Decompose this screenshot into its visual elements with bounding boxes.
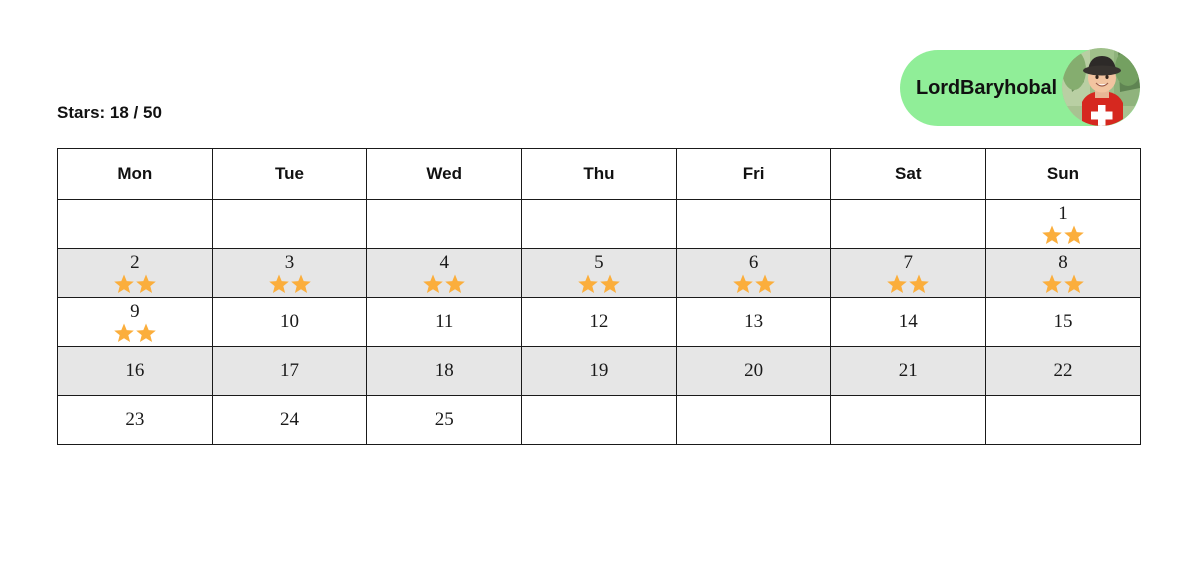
day-number: 15	[1053, 311, 1073, 333]
star-rating	[113, 273, 157, 294]
star-rating	[113, 322, 157, 343]
day-header-sat: Sat	[830, 148, 987, 200]
day-header-sun: Sun	[985, 148, 1141, 200]
day-number: 21	[898, 360, 918, 382]
calendar-day-9[interactable]: 9	[57, 297, 213, 347]
day-number: 25	[434, 409, 454, 431]
day-number: 13	[744, 311, 764, 333]
day-number: 18	[434, 360, 454, 382]
calendar-day-empty	[830, 395, 987, 445]
calendar-day-10[interactable]: 10	[211, 297, 368, 347]
calendar-day-17[interactable]: 17	[211, 346, 368, 396]
day-number: 19	[589, 360, 609, 382]
calendar-day-7[interactable]: 7	[830, 248, 987, 298]
calendar-day-empty	[521, 395, 677, 445]
day-number: 20	[744, 360, 764, 382]
calendar-day-20[interactable]: 20	[675, 346, 832, 396]
calendar-day-23[interactable]: 23	[57, 395, 213, 445]
calendar-header-row: Mon Tue Wed Thu Fri Sat Sun	[57, 148, 1141, 200]
calendar-week-row: 9 10 11 12 13 14 15	[57, 297, 1141, 347]
day-header-tue: Tue	[211, 148, 368, 200]
calendar-day-12[interactable]: 12	[521, 297, 677, 347]
day-number: 16	[125, 360, 145, 382]
star-rating	[268, 273, 312, 294]
day-number: 22	[1053, 360, 1073, 382]
calendar-week-row: 16 17 18 19 20 21 22	[57, 346, 1141, 396]
stars-counter: Stars: 18 / 50	[57, 103, 162, 122]
day-number: 1	[1058, 202, 1068, 224]
calendar-day-22[interactable]: 22	[985, 346, 1141, 396]
calendar-day-15[interactable]: 15	[985, 297, 1141, 347]
day-number: 17	[280, 360, 300, 382]
calendar-day-25[interactable]: 25	[366, 395, 523, 445]
day-number: 23	[125, 409, 145, 431]
day-number: 9	[130, 300, 140, 322]
calendar-day-empty	[830, 199, 987, 249]
calendar-day-11[interactable]: 11	[366, 297, 523, 347]
calendar-day-19[interactable]: 19	[521, 346, 677, 396]
calendar-day-8[interactable]: 8	[985, 248, 1141, 298]
username-label: LordBaryhobal	[916, 76, 1057, 99]
calendar-day-5[interactable]: 5	[521, 248, 677, 298]
day-number: 8	[1058, 251, 1068, 273]
day-number: 3	[284, 251, 295, 273]
day-header-fri: Fri	[675, 148, 832, 200]
calendar-week-row: 2 3 4 5 6 7 8	[57, 248, 1141, 298]
star-rating	[1041, 224, 1085, 245]
user-avatar[interactable]	[1062, 48, 1140, 126]
star-rating	[886, 273, 930, 294]
day-number: 24	[280, 409, 300, 431]
calendar-day-empty	[675, 395, 832, 445]
day-number: 4	[439, 251, 449, 273]
calendar-day-empty	[366, 199, 523, 249]
calendar-day-3[interactable]: 3	[211, 248, 368, 298]
calendar-day-empty	[57, 199, 213, 249]
stars-calendar: Mon Tue Wed Thu Fri Sat Sun 1 2 3 4 5	[57, 148, 1141, 445]
calendar-day-6[interactable]: 6	[675, 248, 832, 298]
star-rating	[577, 273, 621, 294]
day-number: 7	[903, 251, 914, 273]
day-number: 12	[589, 311, 609, 333]
day-number: 6	[748, 251, 759, 273]
calendar-day-empty	[521, 199, 677, 249]
star-rating	[1041, 273, 1085, 294]
calendar-day-13[interactable]: 13	[675, 297, 832, 347]
star-rating	[732, 273, 776, 294]
calendar-day-empty	[985, 395, 1141, 445]
calendar-day-2[interactable]: 2	[57, 248, 213, 298]
calendar-day-empty	[675, 199, 832, 249]
calendar-day-21[interactable]: 21	[830, 346, 987, 396]
day-header-thu: Thu	[521, 148, 677, 200]
calendar-week-row: 23 24 25	[57, 395, 1141, 445]
calendar-day-16[interactable]: 16	[57, 346, 213, 396]
calendar-day-1[interactable]: 1	[985, 199, 1141, 249]
day-number: 10	[280, 311, 300, 333]
calendar-day-24[interactable]: 24	[211, 395, 368, 445]
star-rating	[422, 273, 466, 294]
calendar-week-row: 1	[57, 199, 1141, 249]
day-header-wed: Wed	[366, 148, 523, 200]
day-number: 2	[130, 251, 140, 273]
day-number: 14	[898, 311, 918, 333]
day-header-mon: Mon	[57, 148, 213, 200]
calendar-day-empty	[211, 199, 368, 249]
calendar-day-4[interactable]: 4	[366, 248, 523, 298]
calendar-body: 1 2 3 4 5 6 7	[57, 199, 1141, 445]
calendar-day-14[interactable]: 14	[830, 297, 987, 347]
calendar-day-18[interactable]: 18	[366, 346, 523, 396]
day-number: 11	[435, 311, 454, 333]
day-number: 5	[594, 251, 604, 273]
